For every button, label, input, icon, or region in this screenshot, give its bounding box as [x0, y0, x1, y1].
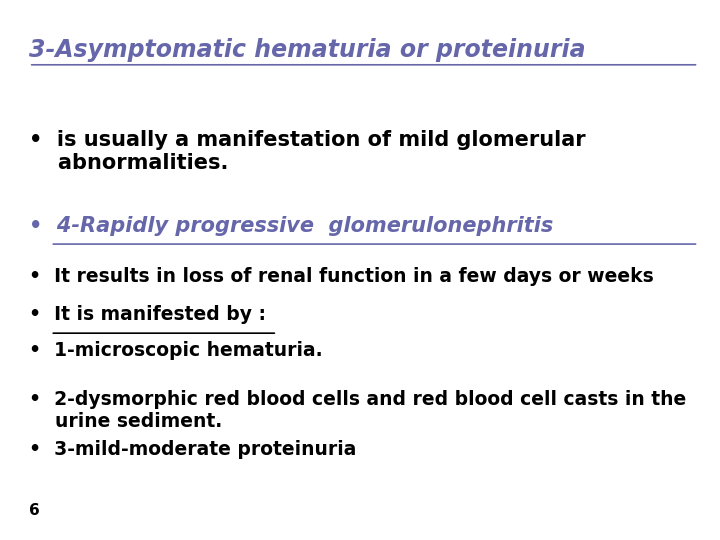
- Text: •  It results in loss of renal function in a few days or weeks: • It results in loss of renal function i…: [29, 267, 654, 286]
- Text: •  2-dysmorphic red blood cells and red blood cell casts in the
    urine sedime: • 2-dysmorphic red blood cells and red b…: [29, 390, 686, 431]
- Text: •  1-microscopic hematuria.: • 1-microscopic hematuria.: [29, 341, 323, 360]
- Text: 3-Asymptomatic hematuria or proteinuria: 3-Asymptomatic hematuria or proteinuria: [29, 38, 585, 62]
- Text: 6: 6: [29, 503, 40, 518]
- Text: •  is usually a manifestation of mild glomerular
    abnormalities.: • is usually a manifestation of mild glo…: [29, 130, 585, 173]
- Text: •  It is manifested by :: • It is manifested by :: [29, 305, 266, 324]
- Text: •  4-Rapidly progressive  glomerulonephritis: • 4-Rapidly progressive glomerulonephrit…: [29, 216, 553, 236]
- Text: •  3-mild-moderate proteinuria: • 3-mild-moderate proteinuria: [29, 440, 356, 459]
